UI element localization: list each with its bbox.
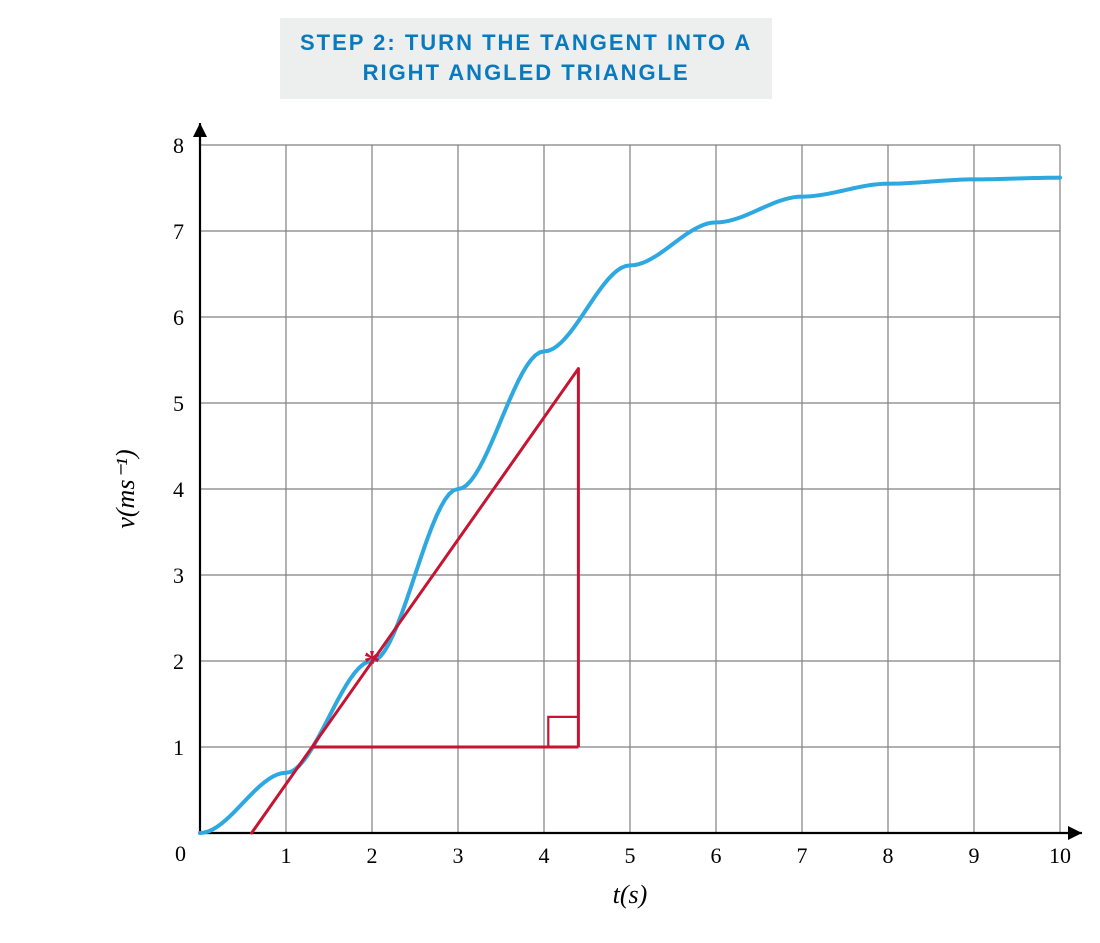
tangent-point-marker: *: [364, 644, 381, 681]
x-tick-label: 2: [367, 843, 378, 868]
x-axis-arrow: [1068, 826, 1082, 840]
x-tick-label: 4: [539, 843, 550, 868]
y-tick-label: 5: [173, 391, 184, 416]
x-tick-label: 9: [969, 843, 980, 868]
x-tick-label: 10: [1049, 843, 1071, 868]
y-tick-label: 1: [173, 735, 184, 760]
x-tick-label: 1: [281, 843, 292, 868]
y-tick-label: 4: [173, 477, 184, 502]
y-tick-label: 7: [173, 219, 184, 244]
tangent-line: [252, 369, 579, 833]
x-tick-label: 8: [883, 843, 894, 868]
right-angle-marker: [548, 717, 578, 747]
y-axis-arrow: [193, 123, 207, 137]
y-tick-label: 2: [173, 649, 184, 674]
x-tick-label: 3: [453, 843, 464, 868]
y-axis-label: v(ms⁻¹): [111, 449, 140, 528]
x-axis-label: t(s): [613, 880, 648, 909]
y-tick-label: 8: [173, 133, 184, 158]
origin-label: 0: [175, 841, 186, 866]
x-tick-label: 7: [797, 843, 808, 868]
x-tick-label: 6: [711, 843, 722, 868]
x-tick-label: 5: [625, 843, 636, 868]
y-tick-label: 6: [173, 305, 184, 330]
y-tick-label: 3: [173, 563, 184, 588]
tangent-triangle-plot: 1 2 3 4 5 6 7 8 9 10 1 2 3 4 5 6 7 8 0 t(s) v(ms⁻¹) *: [0, 0, 1100, 943]
